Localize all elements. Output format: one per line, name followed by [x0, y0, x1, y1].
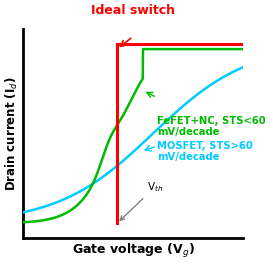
X-axis label: Gate voltage (V$_g$): Gate voltage (V$_g$): [72, 242, 194, 260]
Text: MOSFET, STS>60
mV/decade: MOSFET, STS>60 mV/decade: [157, 141, 253, 162]
Text: Ideal switch: Ideal switch: [91, 4, 175, 17]
Text: V$_{th}$: V$_{th}$: [120, 180, 163, 220]
Y-axis label: Drain current (I$_d$): Drain current (I$_d$): [4, 76, 20, 191]
Text: FeFET+NC, STS<60
mV/decade: FeFET+NC, STS<60 mV/decade: [157, 116, 266, 137]
